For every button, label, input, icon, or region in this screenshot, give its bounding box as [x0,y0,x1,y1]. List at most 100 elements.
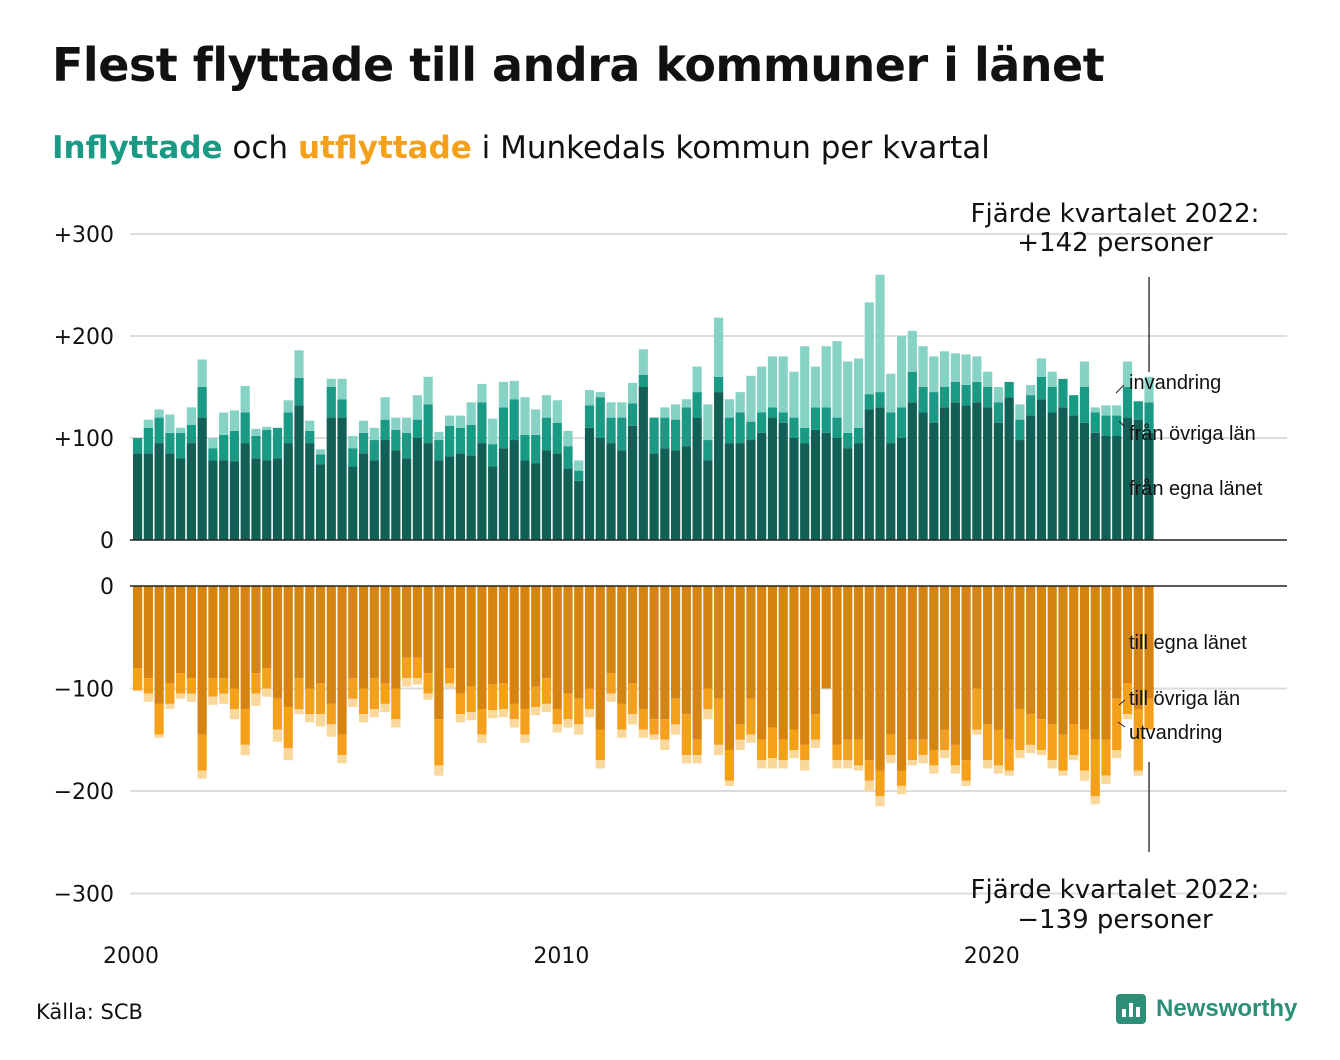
bar-out-segment [961,586,971,761]
bar-out-segment [972,729,982,735]
bar-in-segment [961,354,971,385]
bar-out-segment [466,686,476,713]
bar-out-segment [886,755,896,764]
bar-out-segment [746,586,756,699]
bar-out-segment [337,734,347,756]
bar-in-segment [789,438,799,540]
bar-out-segment [800,586,810,745]
bar-out-segment [681,586,691,715]
x-tick-label: 2000 [103,944,159,969]
bar-in-segment [294,350,304,378]
bar-out-segment [165,586,175,684]
bar-out-segment [843,586,853,740]
bar-out-segment [423,693,433,700]
bar-out-segment [1079,770,1090,781]
bar-in-segment [918,387,928,413]
bar-out-segment [154,734,164,738]
bar-out-segment [983,586,993,725]
bar-in-segment [703,460,713,540]
bar-in-segment [1015,440,1025,540]
bar-out-segment [488,586,498,685]
bar-out-segment [186,586,196,679]
bar-out-segment [1015,709,1025,750]
bar-out-segment [660,586,670,720]
bar-out-segment [143,693,153,702]
bar-in-segment [1101,405,1111,416]
bar-out-segment [143,586,153,679]
bar-in-segment [176,432,186,459]
bar-out-segment [348,586,358,679]
bar-out-segment [864,760,874,781]
bar-out-segment [1069,724,1079,756]
bar-out-segment [940,729,950,750]
bar-in-segment [445,415,455,426]
bar-out-segment [789,750,799,759]
bar-in-segment [671,419,681,451]
bar-out-segment [606,673,616,694]
bar-in-segment [326,417,336,540]
bar-out-segment [853,739,864,766]
bar-in-segment [1036,399,1047,540]
annotation-top-line2: +142 personer [1017,228,1213,258]
bar-out-segment [907,739,917,761]
bar-in-segment [402,432,412,459]
bar-in-segment [186,424,196,444]
bar-in-segment [972,402,982,540]
bar-in-segment [165,432,175,454]
bar-out-segment [584,688,595,709]
bar-out-segment [1122,714,1133,720]
bar-out-segment [735,724,745,740]
bar-out-segment [1069,586,1079,725]
bar-out-segment [531,686,541,707]
bar-in-segment [735,392,745,413]
bar-in-segment [843,448,853,540]
bar-in-segment [197,417,207,540]
source-label: Källa: SCB [36,1000,143,1024]
bar-out-segment [154,703,164,735]
bar-out-segment [627,683,638,715]
bar-in-segment [574,470,584,481]
bar-in-segment [1026,395,1036,416]
bar-out-segment [638,729,648,738]
bar-out-segment [294,586,304,679]
bar-out-segment [1026,744,1036,754]
bar-in-segment [240,385,250,413]
bar-out-segment [584,586,595,689]
bar-in-segment [240,412,250,444]
bar-in-segment [208,460,218,540]
bar-out-segment [843,760,853,769]
bar-out-segment [219,586,229,679]
bar-in-segment [380,440,390,540]
bar-out-segment [1069,755,1079,761]
bar-in-segment [617,417,627,451]
in-label-leader [1115,384,1125,394]
bar-out-segment [767,586,778,728]
bar-in-segment [509,380,519,400]
bar-in-segment [660,417,670,449]
bar-in-segment [391,429,401,451]
bar-in-segment [337,417,347,540]
bar-in-segment [778,356,788,413]
bar-in-segment [853,427,864,444]
bar-out-segment [1144,586,1154,699]
bar-in-segment [1058,378,1068,408]
y-tick-label-top: 0 [100,529,114,554]
bar-in-segment [584,405,595,428]
bar-out-segment [197,770,207,779]
bar-in-segment [692,417,702,540]
bar-in-segment [681,407,691,447]
bar-in-segment [488,418,498,445]
bar-in-segment [498,381,509,408]
bar-in-segment [757,412,767,433]
bar-in-segment [509,399,519,441]
bar-in-segment [380,419,390,441]
bar-in-segment [563,446,573,469]
bar-out-segment [520,734,530,743]
newsworthy-logo[interactable]: Newsworthy [1116,994,1297,1024]
bar-out-segment [671,698,681,725]
bar-in-segment [305,430,315,444]
bar-in-segment [466,402,476,425]
bar-in-segment [800,346,810,428]
bar-in-segment [229,410,240,431]
